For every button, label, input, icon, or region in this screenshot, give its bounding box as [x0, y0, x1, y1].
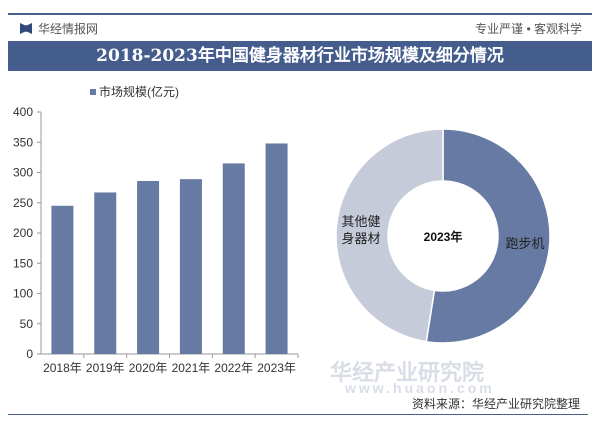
legend: 市场规模(亿元): [90, 83, 179, 100]
donut-center-label: 2023年: [424, 229, 463, 244]
top-divider: [8, 13, 592, 15]
x-tick-label: 2022年: [214, 361, 253, 375]
donut-slice-其他健身器材: [335, 128, 444, 343]
chart-title: 2018-2023年中国健身器材行业市场规模及细分情况: [8, 41, 592, 71]
y-tick-label: 100: [13, 287, 33, 301]
watermark: 华经产业研究院: [330, 360, 485, 385]
donut-label: 其他健: [341, 214, 380, 229]
donut-slice-跑步机: [425, 128, 551, 344]
y-tick-label: 400: [13, 105, 33, 119]
y-tick-label: 0: [26, 347, 33, 361]
slogan: 专业严谨 • 客观科学: [475, 22, 582, 36]
x-tick-label: 2020年: [129, 361, 168, 375]
bar-2022年: [222, 163, 245, 354]
legend-swatch: [90, 88, 96, 95]
y-tick-label: 150: [13, 256, 33, 270]
brand-name: 华经情报网: [38, 22, 99, 36]
x-tick-label: 2023年: [257, 361, 296, 375]
y-tick-label: 50: [20, 317, 34, 331]
y-tick-label: 250: [13, 196, 33, 210]
brand: 华经情报网: [20, 20, 98, 37]
y-tick-label: 350: [13, 135, 33, 149]
bar-2021年: [179, 179, 202, 354]
bar-2020年: [137, 180, 160, 354]
y-tick-label: 300: [13, 166, 33, 180]
donut-label: 跑步机: [505, 236, 544, 251]
bar-2018年: [51, 205, 74, 354]
logo-icon: [20, 23, 32, 34]
y-tick-label: 200: [13, 226, 33, 240]
bar-2023年: [265, 143, 288, 354]
donut-label: 身器材: [341, 231, 380, 246]
watermark-url: www.huaon.com: [345, 380, 495, 396]
bar-2019年: [94, 192, 117, 354]
x-tick-label: 2021年: [172, 361, 211, 375]
source-note: 资料来源：华经产业研究院整理: [411, 397, 580, 411]
x-tick-label: 2018年: [43, 361, 82, 375]
legend-label: 市场规模(亿元): [99, 85, 179, 99]
bottom-divider: [8, 414, 588, 415]
x-tick-label: 2019年: [86, 361, 125, 375]
